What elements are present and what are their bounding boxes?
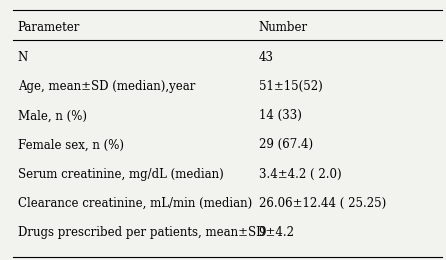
Text: 43: 43 bbox=[259, 51, 274, 64]
Text: Age, mean±SD (median),year: Age, mean±SD (median),year bbox=[18, 80, 195, 93]
Text: 51±15(52): 51±15(52) bbox=[259, 80, 322, 93]
Text: Serum creatinine, mg/dL (median): Serum creatinine, mg/dL (median) bbox=[18, 168, 223, 181]
Text: 9±4.2: 9±4.2 bbox=[259, 226, 295, 239]
Text: 14 (33): 14 (33) bbox=[259, 109, 301, 122]
Text: Number: Number bbox=[259, 21, 308, 34]
Text: 26.06±12.44 ( 25.25): 26.06±12.44 ( 25.25) bbox=[259, 197, 386, 210]
Text: 29 (67.4): 29 (67.4) bbox=[259, 138, 313, 151]
Text: Clearance creatinine, mL/min (median): Clearance creatinine, mL/min (median) bbox=[18, 197, 252, 210]
Text: Male, n (%): Male, n (%) bbox=[18, 109, 87, 122]
Text: 3.4±4.2 ( 2.0): 3.4±4.2 ( 2.0) bbox=[259, 168, 341, 181]
Text: N: N bbox=[18, 51, 28, 64]
Text: Parameter: Parameter bbox=[18, 21, 80, 34]
Text: Drugs prescribed per patients, mean±SD: Drugs prescribed per patients, mean±SD bbox=[18, 226, 265, 239]
Text: Female sex, n (%): Female sex, n (%) bbox=[18, 138, 124, 151]
